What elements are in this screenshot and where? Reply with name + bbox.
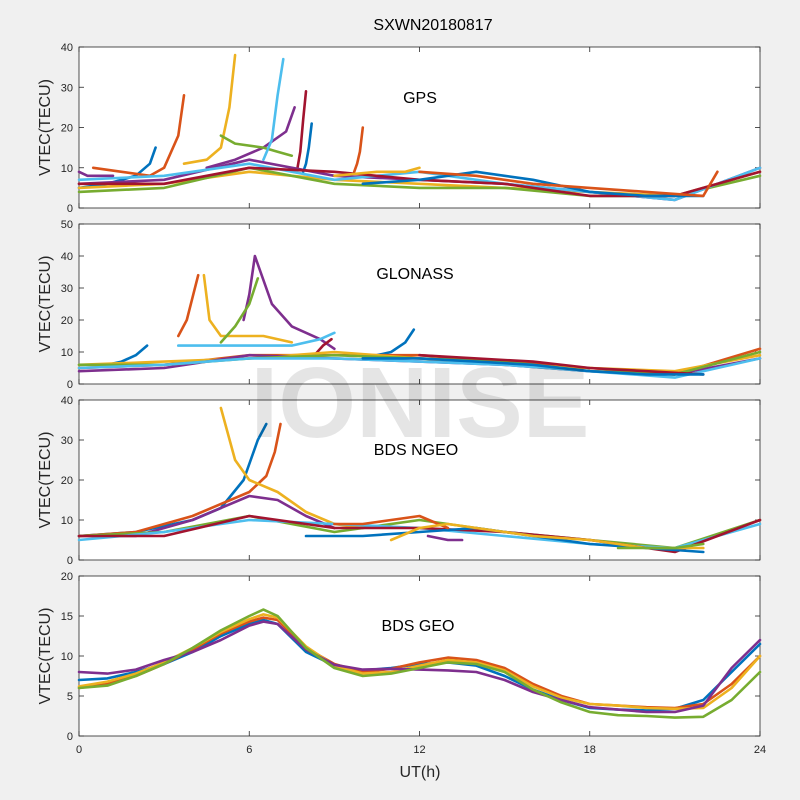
y-tick-label: 15 (61, 611, 73, 623)
y-ticks: 0 10 20 30 40 (61, 395, 760, 567)
panel-gps: 0 10 20 30 40 GPS VTEC(TECU) (37, 42, 762, 215)
panel-title: BDS GEO (382, 618, 455, 635)
y-axis-label: VTEC(TECU) (37, 432, 54, 529)
series-layer (77, 254, 762, 379)
series-line (77, 422, 282, 538)
x-tick-label: 12 (413, 744, 425, 756)
series-line (301, 122, 314, 174)
series-layer (77, 608, 762, 719)
series-line (177, 273, 200, 338)
series-line (426, 534, 464, 542)
panel-title: GPS (403, 90, 437, 107)
y-tick-label: 50 (61, 219, 73, 231)
y-tick-label: 0 (67, 555, 73, 567)
series-line (389, 522, 705, 550)
series-line (77, 514, 762, 550)
series-line (219, 134, 294, 157)
x-tick-label: 24 (754, 744, 766, 756)
series-line (418, 353, 705, 376)
y-tick-label: 10 (61, 163, 73, 175)
x-ticks (78, 400, 761, 560)
y-ticks: 0 10 20 30 40 50 (61, 219, 760, 391)
y-tick-label: 5 (67, 691, 73, 703)
series-line (262, 57, 285, 161)
series-line (77, 170, 115, 178)
series-line (219, 277, 260, 344)
series-line (77, 620, 762, 714)
y-tick-label: 20 (61, 571, 73, 583)
x-tick-label: 0 (76, 744, 82, 756)
y-tick-label: 40 (61, 395, 73, 407)
panel-title: GLONASS (376, 266, 453, 283)
plot-area (78, 399, 761, 561)
series-line (177, 331, 336, 347)
x-tick-label: 6 (246, 744, 252, 756)
series-line (333, 166, 421, 178)
x-axis-label: UT(h) (400, 764, 441, 781)
series-line (361, 357, 705, 376)
series-line (375, 328, 416, 357)
y-tick-label: 30 (61, 435, 73, 447)
series-line (77, 146, 157, 190)
y-tick-label: 20 (61, 475, 73, 487)
panel-bds-geo: 0 5 10 15 20 0 6 12 18 24 BDS GEO VTEC(TECU) UT(… (37, 571, 766, 781)
series-line (296, 90, 308, 170)
y-ticks: 0 5 10 15 20 (61, 571, 760, 743)
series-layer (77, 53, 762, 202)
x-tick-label: 18 (584, 744, 596, 756)
y-tick-label: 0 (67, 379, 73, 391)
watermark-text: IONISE (251, 347, 590, 459)
series-line (91, 94, 186, 178)
y-tick-label: 20 (61, 315, 73, 327)
series-line (77, 170, 762, 198)
x-ticks (78, 47, 761, 208)
series-line (418, 170, 719, 198)
y-tick-label: 10 (61, 347, 73, 359)
panel-glonass: 0 10 20 30 40 50 GLONASS VTEC(TECU) (37, 219, 762, 391)
y-tick-label: 0 (67, 203, 73, 215)
y-tick-label: 40 (61, 251, 73, 263)
y-axis-label: VTEC(TECU) (37, 256, 54, 353)
y-axis-label: VTEC(TECU) (37, 608, 54, 705)
figure-title: SXWN20180817 (373, 17, 492, 34)
series-line (182, 53, 237, 165)
x-ticks (78, 224, 761, 384)
series-line (361, 170, 705, 198)
y-ticks: 0 10 20 30 40 (61, 42, 760, 215)
y-tick-label: 0 (67, 731, 73, 743)
series-line (352, 126, 365, 174)
panel-title: BDS NGEO (374, 442, 458, 459)
y-tick-label: 10 (61, 651, 73, 663)
series-layer (77, 406, 762, 554)
series-line (77, 608, 762, 719)
y-tick-label: 30 (61, 283, 73, 295)
y-tick-label: 20 (61, 123, 73, 135)
y-tick-label: 40 (61, 42, 73, 54)
y-axis-label: VTEC(TECU) (37, 79, 54, 176)
y-tick-label: 30 (61, 82, 73, 94)
x-ticks: 0 6 12 18 24 (76, 576, 766, 756)
panel-bds-ngeo: 0 10 20 30 40 BDS NGEO VTEC(TECU) (37, 395, 762, 567)
series-line (333, 514, 450, 530)
series-line (616, 542, 705, 550)
y-tick-label: 10 (61, 515, 73, 527)
